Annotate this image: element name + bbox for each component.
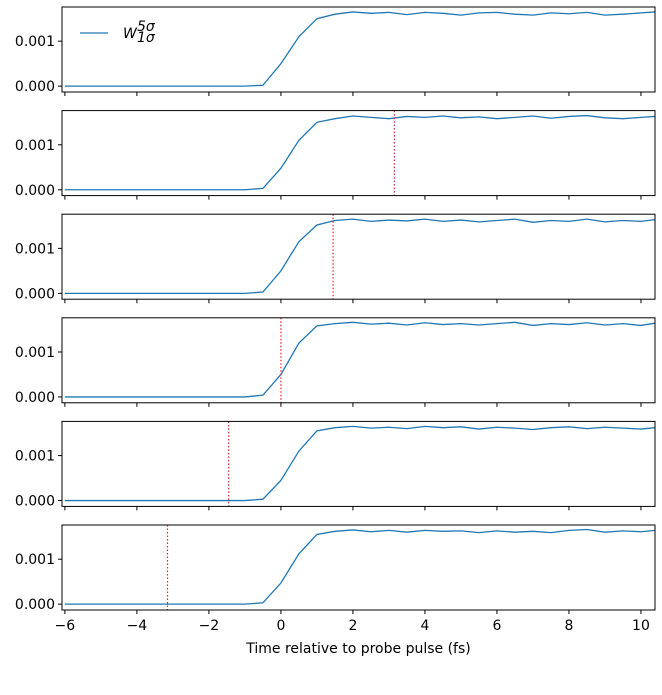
data-line <box>64 425 655 502</box>
data-line <box>64 218 655 294</box>
legend-label: W <box>123 26 138 42</box>
y-tick-label: 0.001 <box>15 34 55 50</box>
y-tick-label: 0.000 <box>15 79 55 95</box>
x-tick-label: −6 <box>55 618 76 634</box>
x-axis-label: Time relative to probe pulse (fs) <box>245 641 470 657</box>
x-tick-label: 10 <box>632 618 650 634</box>
data-line <box>64 321 655 398</box>
x-tick-label: 2 <box>348 618 357 634</box>
y-tick-label: 0.000 <box>15 390 55 406</box>
y-tick-label: 0.000 <box>15 494 55 510</box>
y-tick-label: 0.001 <box>15 449 55 465</box>
data-line <box>64 528 655 605</box>
x-tick-label: 6 <box>492 618 501 634</box>
legend-subscript: 1σ <box>137 30 156 46</box>
y-tick-label: 0.001 <box>15 552 55 568</box>
y-tick-label: 0.001 <box>15 345 55 361</box>
x-tick-label: −4 <box>127 618 148 634</box>
axes-frame <box>61 317 656 404</box>
y-tick-label: 0.000 <box>15 597 55 613</box>
data-line <box>64 11 655 87</box>
x-tick-label: −2 <box>199 618 220 634</box>
x-tick-label: 0 <box>276 618 285 634</box>
x-tick-label: 4 <box>420 618 429 634</box>
axes-frame <box>61 6 656 93</box>
x-tick-label: 8 <box>564 618 573 634</box>
axes-frame <box>61 213 656 300</box>
axes-frame <box>61 420 656 507</box>
axes-frame <box>61 110 656 197</box>
y-tick-label: 0.000 <box>15 286 55 302</box>
y-tick-label: 0.001 <box>15 241 55 257</box>
y-tick-label: 0.000 <box>15 183 55 199</box>
y-tick-label: 0.001 <box>15 138 55 154</box>
axes-frame <box>61 524 656 611</box>
legend-superscript: 5σ <box>137 19 156 35</box>
data-line <box>64 114 655 191</box>
